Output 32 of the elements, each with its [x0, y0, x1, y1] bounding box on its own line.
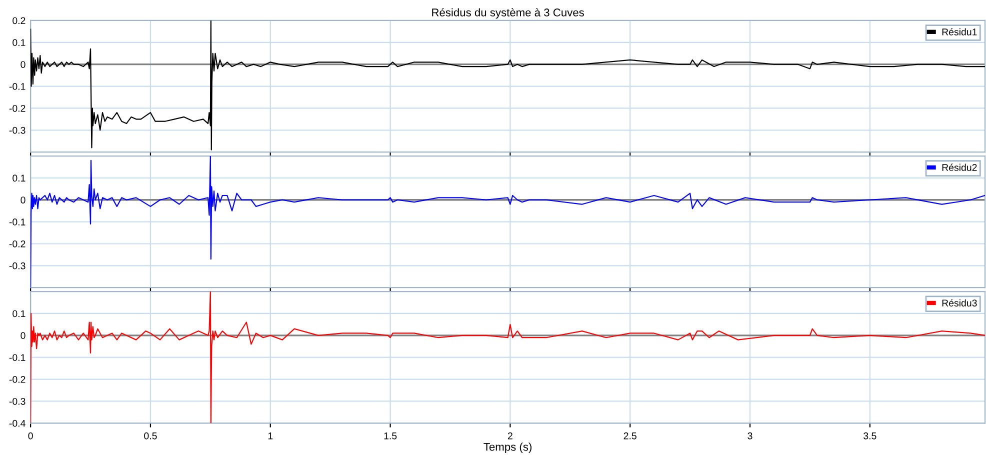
x-tick-label: 1	[268, 432, 273, 440]
y-tick-label: 0.1	[12, 39, 26, 46]
y-tick-label: -0.2	[9, 376, 26, 383]
x-tick-label: 3	[748, 432, 752, 440]
y-tick-label: -0.1	[9, 354, 26, 361]
y-tick-label: -0.1	[9, 218, 26, 226]
y-tick-label: 0	[20, 61, 26, 68]
line-series	[30, 292, 986, 424]
legend-label: Résidu3	[942, 299, 977, 306]
x-tick-label: 2	[508, 432, 512, 440]
y-tick-label: -0.3	[9, 126, 26, 134]
y-tick-label: -0.1	[9, 83, 26, 90]
y-tick-label: -0.3	[9, 262, 26, 270]
x-axis-title: Temps (s)	[484, 442, 532, 453]
y-tick-label: -0.2	[9, 240, 26, 248]
y-tick-label: -0.3	[9, 398, 26, 405]
x-tick-label: 0.5	[144, 432, 157, 440]
x-tick-label: 2.5	[624, 432, 636, 440]
x-tick-label: 1.5	[384, 432, 397, 440]
x-tick-label: 0	[28, 432, 33, 440]
y-tick-label: 0	[20, 332, 26, 340]
legend-label: Résidu1	[942, 28, 977, 36]
y-tick-label: 0.1	[12, 174, 26, 182]
y-tick-label: 0.2	[12, 17, 26, 24]
line-series	[30, 20, 986, 150]
legend-label: Résidu2	[942, 164, 977, 171]
y-tick-label: 0.1	[12, 310, 26, 318]
y-tick-label: 0	[20, 196, 26, 204]
x-tick-label: 3.5	[864, 432, 876, 440]
y-tick-label: -0.4	[9, 420, 26, 427]
y-tick-label: -0.2	[9, 104, 26, 112]
chart-title: Résidus du système à 3 Cuves	[432, 8, 584, 19]
